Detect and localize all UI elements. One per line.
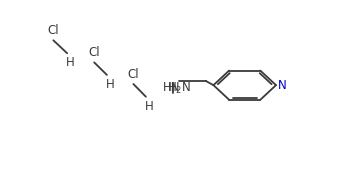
Text: Cl: Cl (88, 46, 100, 59)
Text: Cl: Cl (48, 24, 59, 37)
Text: Cl: Cl (128, 68, 139, 81)
Text: HN: HN (163, 81, 181, 94)
Text: H: H (66, 56, 75, 69)
Text: H$_2$N: H$_2$N (167, 81, 192, 96)
Text: H: H (145, 100, 154, 113)
Text: H: H (106, 78, 115, 91)
Text: N: N (278, 79, 286, 92)
